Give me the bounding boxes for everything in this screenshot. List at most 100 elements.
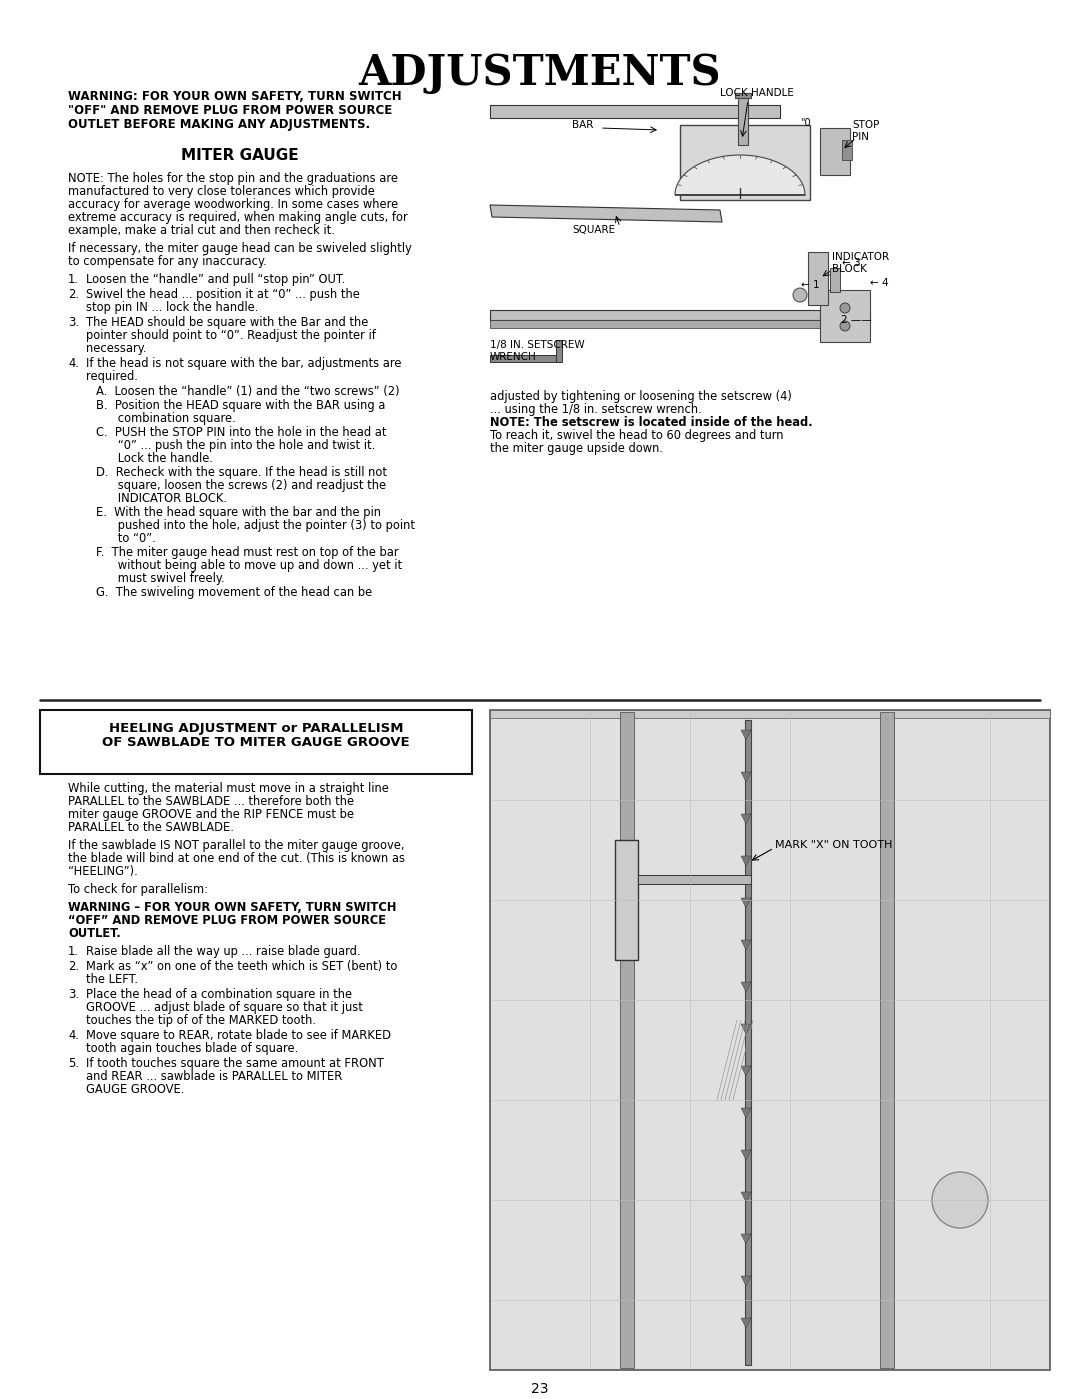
- Text: If tooth touches square the same amount at FRONT: If tooth touches square the same amount …: [86, 1058, 383, 1070]
- Text: without being able to move up and down ... yet it: without being able to move up and down .…: [96, 560, 402, 572]
- Text: Place the head of a combination square in the: Place the head of a combination square i…: [86, 988, 352, 1002]
- Polygon shape: [741, 940, 751, 950]
- Polygon shape: [741, 898, 751, 908]
- Text: tooth again touches blade of square.: tooth again touches blade of square.: [86, 1042, 298, 1055]
- Text: While cutting, the material must move in a straight line: While cutting, the material must move in…: [68, 782, 389, 795]
- Text: 2.: 2.: [68, 288, 79, 301]
- Polygon shape: [735, 92, 751, 98]
- Text: the blade will bind at one end of the cut. (This is known as: the blade will bind at one end of the cu…: [68, 852, 405, 865]
- Text: MITER GAUGE: MITER GAUGE: [181, 148, 299, 164]
- Text: If the sawblade IS NOT parallel to the miter gauge groove,: If the sawblade IS NOT parallel to the m…: [68, 839, 405, 852]
- Text: OF SAWBLADE TO MITER GAUGE GROOVE: OF SAWBLADE TO MITER GAUGE GROOVE: [103, 736, 409, 748]
- Text: 2 ——: 2 ——: [841, 315, 872, 325]
- Text: C.  PUSH the STOP PIN into the hole in the head at: C. PUSH the STOP PIN into the hole in th…: [96, 427, 387, 439]
- Text: GAUGE GROOVE.: GAUGE GROOVE.: [86, 1083, 185, 1095]
- Text: E.  With the head square with the bar and the pin: E. With the head square with the bar and…: [96, 506, 381, 519]
- Text: GROOVE ... adjust blade of square so that it just: GROOVE ... adjust blade of square so tha…: [86, 1002, 363, 1014]
- Polygon shape: [842, 140, 852, 159]
- Text: BLOCK: BLOCK: [832, 264, 867, 274]
- Text: To reach it, swivel the head to 60 degrees and turn: To reach it, swivel the head to 60 degre…: [490, 429, 783, 442]
- Polygon shape: [741, 856, 751, 866]
- Text: Raise blade all the way up ... raise blade guard.: Raise blade all the way up ... raise bla…: [86, 944, 361, 958]
- Text: necessary.: necessary.: [86, 341, 147, 355]
- Text: 3.: 3.: [68, 316, 79, 329]
- Text: 5.: 5.: [68, 1058, 79, 1070]
- Text: 1.: 1.: [68, 273, 79, 285]
- Text: OUTLET.: OUTLET.: [68, 928, 121, 940]
- Text: the miter gauge upside down.: the miter gauge upside down.: [490, 442, 663, 455]
- Polygon shape: [490, 711, 1050, 718]
- Text: HEELING ADJUSTMENT or PARALLELISM: HEELING ADJUSTMENT or PARALLELISM: [109, 722, 403, 734]
- Circle shape: [932, 1172, 988, 1228]
- Text: adjusted by tightening or loosening the setscrew (4): adjusted by tightening or loosening the …: [490, 390, 792, 403]
- Text: LOCK HANDLE: LOCK HANDLE: [720, 88, 794, 98]
- Text: ... using the 1/8 in. setscrew wrench.: ... using the 1/8 in. setscrew wrench.: [490, 403, 702, 416]
- Polygon shape: [820, 290, 870, 341]
- Text: 4.: 4.: [68, 1030, 79, 1042]
- Text: NOTE: The holes for the stop pin and the graduations are: NOTE: The holes for the stop pin and the…: [68, 172, 399, 185]
- Text: to “0”.: to “0”.: [96, 532, 156, 546]
- Text: WARNING – FOR YOUR OWN SAFETY, TURN SWITCH: WARNING – FOR YOUR OWN SAFETY, TURN SWIT…: [68, 901, 396, 914]
- Polygon shape: [880, 712, 894, 1368]
- FancyBboxPatch shape: [40, 711, 472, 774]
- Text: “HEELING”).: “HEELING”).: [68, 865, 138, 879]
- Text: STOP: STOP: [852, 120, 879, 130]
- Text: "0: "0: [800, 118, 811, 127]
- Circle shape: [840, 320, 850, 332]
- Polygon shape: [741, 982, 751, 992]
- Polygon shape: [808, 252, 828, 305]
- Text: extreme accuracy is required, when making angle cuts, for: extreme accuracy is required, when makin…: [68, 211, 408, 224]
- Polygon shape: [741, 814, 751, 824]
- Text: pushed into the hole, adjust the pointer (3) to point: pushed into the hole, adjust the pointer…: [96, 519, 415, 532]
- Polygon shape: [490, 355, 561, 362]
- Text: pointer should point to “0”. Readjust the pointer if: pointer should point to “0”. Readjust th…: [86, 329, 376, 341]
- Text: If the head is not square with the bar, adjustments are: If the head is not square with the bar, …: [86, 357, 402, 369]
- Text: A.  Loosen the “handle” (1) and the “two screws” (2): A. Loosen the “handle” (1) and the “two …: [96, 385, 400, 397]
- Text: If necessary, the miter gauge head can be swiveled slightly: If necessary, the miter gauge head can b…: [68, 242, 411, 255]
- Polygon shape: [490, 206, 723, 222]
- Circle shape: [793, 288, 807, 302]
- Polygon shape: [680, 125, 810, 200]
- Polygon shape: [741, 772, 751, 782]
- Text: NOTE: The setscrew is located inside of the head.: NOTE: The setscrew is located inside of …: [490, 416, 812, 429]
- Polygon shape: [490, 105, 780, 118]
- Polygon shape: [620, 712, 634, 1368]
- Text: “OFF” AND REMOVE PLUG FROM POWER SOURCE: “OFF” AND REMOVE PLUG FROM POWER SOURCE: [68, 914, 386, 928]
- Text: Move square to REAR, rotate blade to see if MARKED: Move square to REAR, rotate blade to see…: [86, 1030, 391, 1042]
- Text: must swivel freely.: must swivel freely.: [96, 572, 225, 585]
- Text: touches the tip of of the MARKED tooth.: touches the tip of of the MARKED tooth.: [86, 1014, 316, 1027]
- Polygon shape: [820, 127, 850, 175]
- Text: Swivel the head ... position it at “0” ... push the: Swivel the head ... position it at “0” .…: [86, 288, 360, 301]
- Circle shape: [840, 304, 850, 313]
- Polygon shape: [741, 1276, 751, 1286]
- Polygon shape: [490, 311, 870, 320]
- Text: ← 1: ← 1: [801, 280, 820, 290]
- Text: ← 3: ← 3: [842, 257, 861, 269]
- Text: G.  The swiveling movement of the head can be: G. The swiveling movement of the head ca…: [96, 586, 373, 599]
- Polygon shape: [615, 839, 638, 960]
- Text: MARK "X" ON TOOTH: MARK "X" ON TOOTH: [775, 839, 892, 851]
- Text: OUTLET BEFORE MAKING ANY ADJUSTMENTS.: OUTLET BEFORE MAKING ANY ADJUSTMENTS.: [68, 118, 370, 132]
- Text: manufactured to very close tolerances which provide: manufactured to very close tolerances wh…: [68, 185, 375, 199]
- Polygon shape: [738, 95, 748, 145]
- Polygon shape: [741, 1318, 751, 1328]
- Polygon shape: [741, 1234, 751, 1244]
- Text: "OFF" AND REMOVE PLUG FROM POWER SOURCE: "OFF" AND REMOVE PLUG FROM POWER SOURCE: [68, 104, 392, 118]
- Polygon shape: [741, 1024, 751, 1034]
- Text: 23: 23: [531, 1382, 549, 1396]
- Text: SQUARE: SQUARE: [572, 225, 616, 235]
- Text: The HEAD should be square with the Bar and the: The HEAD should be square with the Bar a…: [86, 316, 368, 329]
- Text: BAR: BAR: [572, 120, 593, 130]
- Text: to compensate for any inaccuracy.: to compensate for any inaccuracy.: [68, 255, 267, 269]
- Text: 4.: 4.: [68, 357, 79, 369]
- Polygon shape: [741, 1108, 751, 1118]
- Text: To check for parallelism:: To check for parallelism:: [68, 883, 208, 895]
- Text: combination square.: combination square.: [96, 411, 235, 425]
- Text: accuracy for average woodworking. In some cases where: accuracy for average woodworking. In som…: [68, 199, 399, 211]
- Polygon shape: [741, 1066, 751, 1076]
- Text: WARNING: FOR YOUR OWN SAFETY, TURN SWITCH: WARNING: FOR YOUR OWN SAFETY, TURN SWITC…: [68, 90, 402, 104]
- Polygon shape: [638, 874, 751, 884]
- Text: required.: required.: [86, 369, 138, 383]
- Text: PARALLEL to the SAWBLADE.: PARALLEL to the SAWBLADE.: [68, 821, 234, 834]
- Polygon shape: [490, 711, 1050, 1370]
